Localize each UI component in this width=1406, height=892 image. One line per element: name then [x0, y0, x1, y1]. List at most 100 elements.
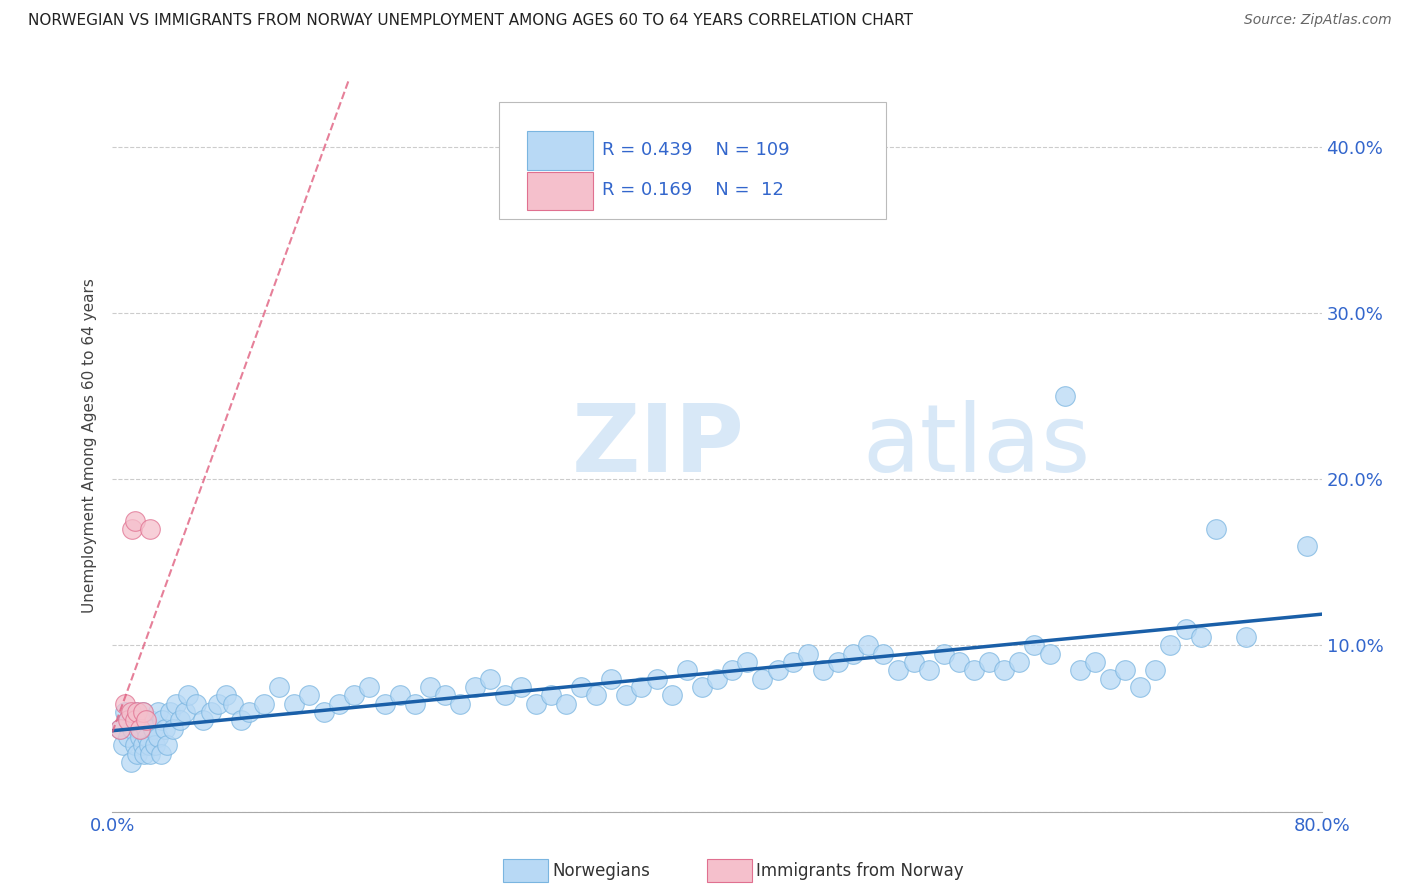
Point [159, 705, 181, 719]
Text: ZIP: ZIP [572, 400, 745, 492]
Point [136, 730, 159, 744]
Point [127, 722, 149, 736]
Point [1084, 655, 1107, 669]
Point [229, 714, 252, 728]
Point [1024, 639, 1046, 653]
FancyBboxPatch shape [527, 131, 592, 169]
Point [766, 664, 789, 678]
Point [314, 705, 336, 719]
Point [479, 672, 502, 686]
Point [675, 664, 697, 678]
Point [124, 705, 146, 719]
Point [419, 680, 441, 694]
Point [1174, 622, 1197, 636]
Point [374, 697, 396, 711]
Point [117, 730, 139, 744]
Point [139, 714, 162, 728]
Point [124, 514, 146, 528]
Point [328, 697, 350, 711]
Point [121, 522, 143, 536]
Point [139, 522, 162, 536]
Point [796, 647, 818, 661]
Point [932, 647, 955, 661]
Point [540, 689, 562, 703]
Point [600, 672, 623, 686]
Point [554, 697, 576, 711]
Point [887, 664, 910, 678]
Point [215, 689, 238, 703]
Point [283, 697, 305, 711]
Point [128, 722, 150, 736]
Point [134, 747, 156, 761]
Point [661, 689, 683, 703]
Point [1189, 630, 1212, 644]
Point [524, 697, 547, 711]
Point [1098, 672, 1121, 686]
Point [238, 705, 260, 719]
Point [449, 697, 471, 711]
Text: Norwegians: Norwegians [553, 862, 651, 880]
Point [977, 655, 1000, 669]
Point [125, 747, 148, 761]
Point [150, 714, 173, 728]
Point [120, 705, 142, 719]
Point [1069, 664, 1091, 678]
Point [1234, 630, 1257, 644]
Point [149, 747, 172, 761]
Point [388, 689, 411, 703]
Point [948, 655, 970, 669]
Point [1114, 664, 1136, 678]
Point [1295, 539, 1317, 553]
Point [495, 689, 517, 703]
Point [827, 655, 849, 669]
Point [1053, 389, 1076, 403]
Point [1144, 664, 1167, 678]
Point [200, 705, 222, 719]
Point [918, 664, 941, 678]
Point [156, 738, 179, 752]
Point [782, 655, 804, 669]
Text: R = 0.169    N =  12: R = 0.169 N = 12 [602, 181, 785, 199]
Point [139, 747, 162, 761]
Point [222, 697, 245, 711]
Point [751, 672, 773, 686]
Point [1038, 647, 1062, 661]
Point [706, 672, 728, 686]
Point [404, 697, 426, 711]
Point [343, 689, 366, 703]
Point [174, 705, 197, 719]
Point [1008, 655, 1031, 669]
Point [124, 738, 146, 752]
Point [433, 689, 456, 703]
Point [630, 680, 652, 694]
Point [267, 680, 290, 694]
Point [120, 755, 142, 769]
FancyBboxPatch shape [527, 171, 592, 210]
Point [993, 664, 1015, 678]
Point [464, 680, 486, 694]
Text: Source: ZipAtlas.com: Source: ZipAtlas.com [1244, 13, 1392, 28]
Point [129, 714, 152, 728]
Point [138, 738, 160, 752]
Point [135, 714, 157, 728]
Point [142, 722, 165, 736]
Point [616, 689, 638, 703]
Point [177, 689, 200, 703]
Point [569, 680, 592, 694]
Point [146, 705, 169, 719]
Text: atlas: atlas [862, 400, 1091, 492]
Point [298, 689, 321, 703]
Point [114, 697, 136, 711]
Point [721, 664, 744, 678]
Point [253, 697, 276, 711]
Point [108, 722, 131, 736]
Point [856, 639, 880, 653]
Point [132, 738, 155, 752]
Point [135, 722, 157, 736]
Point [645, 672, 668, 686]
Point [114, 705, 136, 719]
Point [155, 722, 177, 736]
Point [162, 722, 184, 736]
Point [1129, 680, 1152, 694]
Point [207, 697, 229, 711]
